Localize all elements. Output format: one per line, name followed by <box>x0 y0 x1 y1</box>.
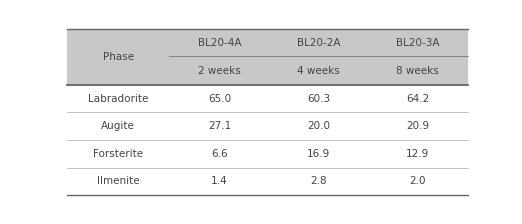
Text: BL20-3A: BL20-3A <box>396 38 440 48</box>
Text: 60.3: 60.3 <box>307 94 330 104</box>
Bar <box>67 30 468 85</box>
Text: Phase: Phase <box>103 52 134 62</box>
Text: 64.2: 64.2 <box>406 94 429 104</box>
Text: 2.8: 2.8 <box>310 176 327 186</box>
Text: 27.1: 27.1 <box>208 121 231 131</box>
Text: BL20-4A: BL20-4A <box>198 38 241 48</box>
Text: 2.0: 2.0 <box>409 176 426 186</box>
Text: 8 weeks: 8 weeks <box>396 65 439 75</box>
Text: 1.4: 1.4 <box>211 176 228 186</box>
Text: 20.0: 20.0 <box>307 121 330 131</box>
Text: Augite: Augite <box>101 121 135 131</box>
Text: 20.9: 20.9 <box>406 121 429 131</box>
Text: 6.6: 6.6 <box>211 149 228 159</box>
Text: 2 weeks: 2 weeks <box>198 65 241 75</box>
Text: 65.0: 65.0 <box>208 94 231 104</box>
Text: Ilmenite: Ilmenite <box>97 176 140 186</box>
Text: 12.9: 12.9 <box>406 149 429 159</box>
Text: 16.9: 16.9 <box>307 149 330 159</box>
Text: BL20-2A: BL20-2A <box>297 38 340 48</box>
Text: 4 weeks: 4 weeks <box>297 65 340 75</box>
Text: Forsterite: Forsterite <box>93 149 144 159</box>
Bar <box>67 85 468 195</box>
Text: Labradorite: Labradorite <box>88 94 149 104</box>
